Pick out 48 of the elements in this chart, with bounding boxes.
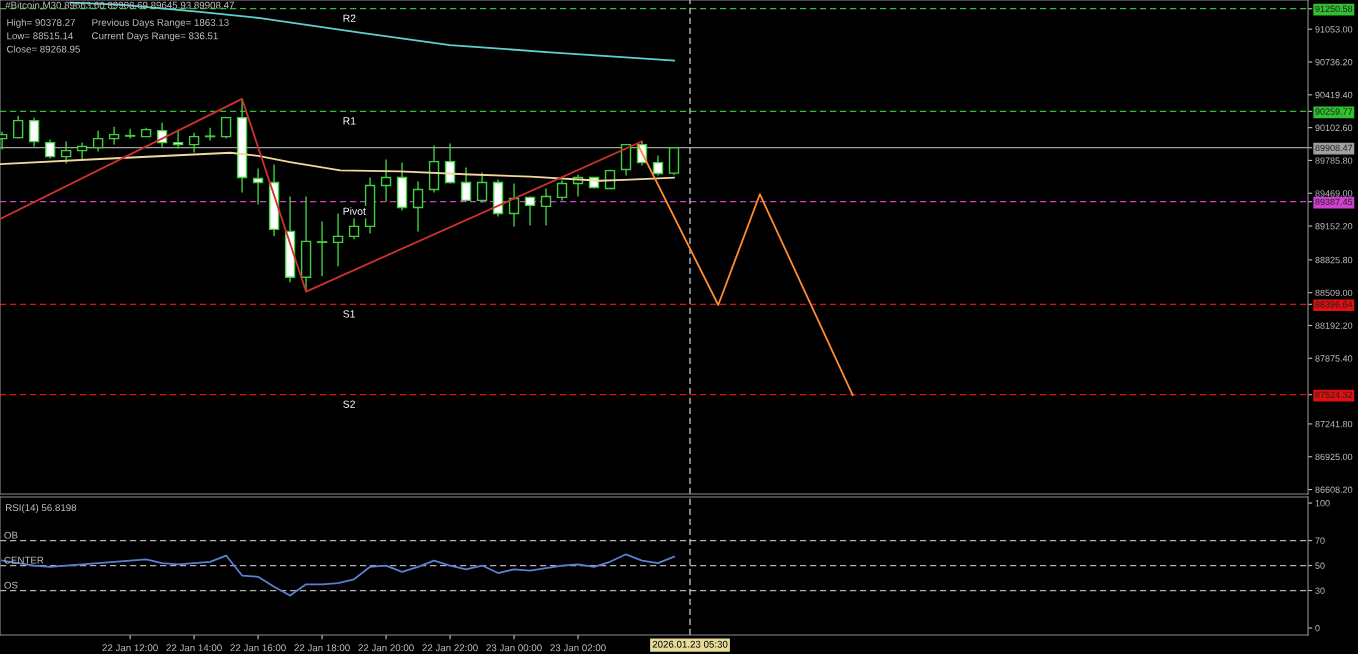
y-tick-label: 90102.60 [1315, 124, 1353, 131]
y-tick-label: 87524.32 [1315, 391, 1353, 399]
y-tick-label: 86925.00 [1315, 453, 1353, 461]
y-tick-label: 88825.80 [1315, 256, 1353, 264]
y-tick-label: 87241.80 [1315, 420, 1353, 428]
y-tick-label: 30 [1315, 587, 1325, 594]
y-tick-label: 89387.45 [1315, 198, 1353, 206]
annotation: High= 90378.27 [7, 18, 75, 28]
annotation: Low= 88515.14 [7, 32, 74, 40]
ref-line-label: R1 [343, 117, 356, 125]
y-tick-label: 91250.58 [1315, 5, 1353, 13]
x-tick-label: 22 Jan 18:00 [294, 644, 350, 652]
y-tick-label: 86608.20 [1315, 486, 1353, 493]
annotation: Current Days Range= 836.51 [92, 32, 218, 42]
y-tick-label: 90259.77 [1315, 108, 1353, 115]
x-tick-label: 22 Jan 12:00 [102, 644, 158, 652]
x-tick-label: 22 Jan 22:00 [422, 644, 478, 652]
x-tick-label: 23 Jan 02:00 [550, 644, 606, 652]
x-tick-label: 22 Jan 20:00 [358, 644, 414, 652]
annotation: Previous Days Range= 1863.13 [92, 18, 229, 28]
y-tick-label: 91053.00 [1315, 26, 1353, 33]
y-tick-label: 0 [1315, 625, 1320, 632]
y-tick-label: 70 [1315, 537, 1325, 544]
y-tick-label: 89469.00 [1315, 190, 1353, 197]
y-tick-label: 90736.20 [1315, 58, 1353, 66]
y-tick-label: 87875.40 [1315, 355, 1353, 362]
ref-line-label: R2 [343, 14, 356, 22]
ref-line-label: S1 [343, 310, 355, 318]
y-tick-label: 50 [1315, 562, 1325, 569]
ref-line-label: 2026.01.23 05:30 [652, 640, 728, 648]
x-tick-label: 22 Jan 14:00 [166, 644, 222, 652]
ref-line-label: CENTER [4, 556, 44, 564]
y-tick-label: 89908.47 [1315, 144, 1353, 152]
x-tick-label: 22 Jan 16:00 [230, 644, 286, 652]
y-tick-label: 88396.64 [1315, 301, 1353, 308]
y-tick-label: 89152.20 [1315, 223, 1353, 230]
text: RSI(14) 56.8198 [6, 503, 77, 513]
y-tick-label: 89785.80 [1315, 157, 1353, 164]
ref-line-label: OB [4, 531, 18, 539]
ref-line-label: OS [4, 581, 18, 589]
annotation: Close= 89268.95 [7, 45, 80, 53]
ref-line-label: Pivot [343, 207, 366, 215]
y-tick-label: 100 [1315, 500, 1330, 507]
x-tick-label: 23 Jan 00:00 [486, 644, 542, 652]
y-tick-label: 88509.00 [1315, 289, 1353, 297]
ref-line-label: S2 [343, 400, 355, 408]
y-tick-label: 88192.20 [1315, 322, 1353, 329]
y-tick-label: 90419.40 [1315, 91, 1353, 99]
